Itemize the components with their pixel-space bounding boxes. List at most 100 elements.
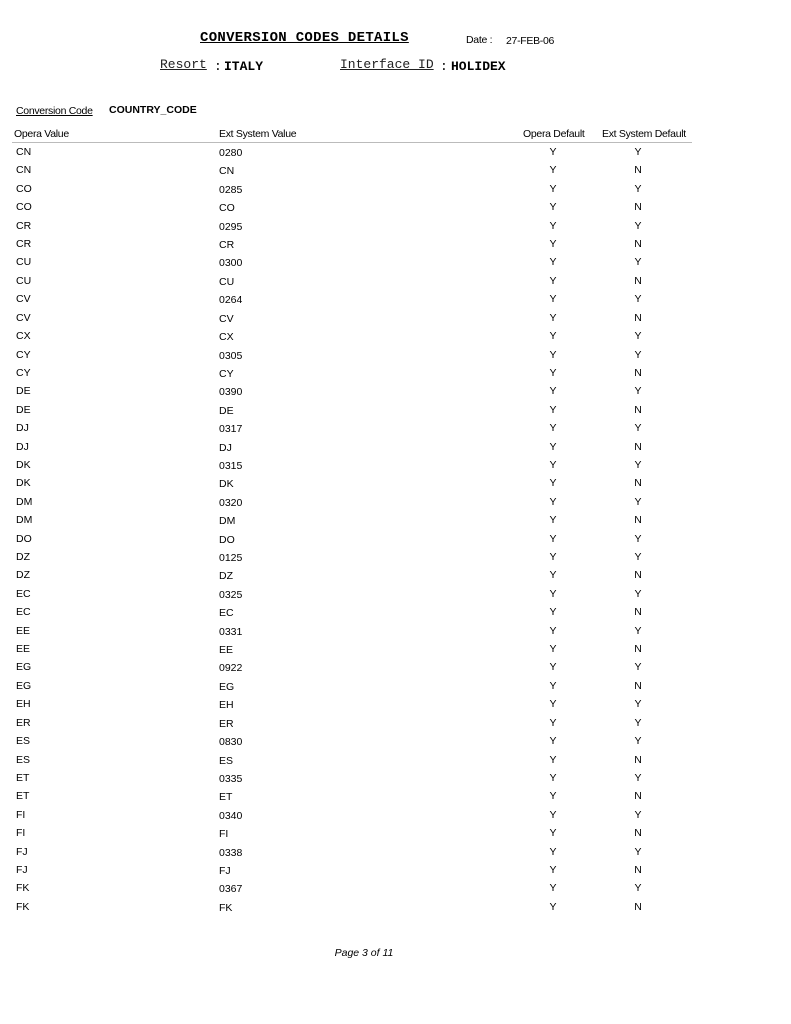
ext-system-value-cell: FJ	[219, 864, 231, 877]
opera-default-cell: Y	[549, 164, 557, 177]
opera-value-cell: FJ	[16, 863, 28, 876]
ext-system-default-cell: N	[634, 790, 642, 803]
opera-default-cell: Y	[549, 440, 557, 453]
opera-default-cell: Y	[549, 293, 557, 306]
opera-value-cell: EC	[16, 606, 31, 619]
opera-value-cell: EH	[16, 698, 31, 711]
opera-value-cell: ES	[16, 753, 31, 766]
ext-system-value-cell: DZ	[219, 570, 233, 583]
opera-value-cell: DZ	[16, 551, 30, 564]
ext-system-default-cell: Y	[634, 182, 642, 195]
opera-value-cell: CX	[16, 330, 31, 343]
opera-default-cell: Y	[549, 403, 557, 416]
opera-default-cell: Y	[549, 661, 557, 674]
column-header-opera-value: Opera Value	[14, 128, 69, 140]
opera-default-cell: Y	[549, 643, 557, 656]
ext-system-default-cell: Y	[634, 293, 642, 306]
ext-system-default-cell: Y	[634, 845, 642, 858]
opera-default-cell: Y	[549, 495, 557, 508]
opera-default-cell: Y	[549, 311, 557, 324]
opera-value-cell: FK	[16, 900, 30, 913]
ext-system-default-cell: Y	[634, 587, 642, 600]
ext-system-default-cell: Y	[634, 256, 642, 269]
opera-value-cell: ET	[16, 790, 30, 803]
ext-system-default-cell: N	[634, 900, 642, 913]
header-divider	[12, 142, 692, 143]
ext-system-default-cell: Y	[634, 219, 642, 232]
ext-system-value-cell: 0264	[219, 294, 243, 307]
ext-system-value-cell: 0331	[219, 625, 243, 638]
ext-system-default-cell: N	[634, 569, 642, 582]
ext-system-value-cell: EH	[219, 699, 234, 712]
ext-system-default-cell: N	[634, 643, 642, 656]
opera-default-cell: Y	[549, 808, 557, 821]
ext-system-value-cell: EC	[219, 607, 234, 620]
opera-value-cell: DK	[16, 458, 31, 471]
opera-value-cell: CV	[16, 293, 31, 306]
interface-id-separator: :	[440, 59, 448, 74]
resort-value: ITALY	[224, 59, 264, 74]
resort-separator: :	[214, 59, 222, 74]
column-header-ext-system-value: Ext System Value	[219, 128, 297, 140]
page-number: Page 3 of 11	[334, 947, 394, 959]
opera-value-cell: FK	[16, 882, 30, 895]
interface-id-label: Interface ID	[340, 57, 434, 72]
ext-system-value-cell: 0280	[219, 147, 243, 159]
ext-system-value-cell: FI	[219, 828, 229, 841]
ext-system-default-cell: Y	[634, 458, 642, 471]
ext-system-default-cell: N	[634, 440, 642, 453]
opera-value-cell: FJ	[16, 845, 28, 858]
opera-value-cell: DE	[16, 385, 31, 398]
opera-value-cell: CY	[16, 348, 31, 361]
ext-system-value-cell: DK	[219, 478, 234, 491]
opera-value-cell: CN	[16, 146, 32, 158]
ext-system-value-cell: ES	[219, 754, 234, 767]
ext-system-value-cell: ER	[219, 717, 234, 730]
opera-value-cell: ER	[16, 716, 31, 729]
ext-system-default-cell: N	[634, 827, 642, 840]
report-title: CONVERSION CODES DETAILS	[200, 30, 409, 46]
ext-system-value-cell: 0335	[219, 772, 243, 785]
opera-default-cell: Y	[549, 219, 557, 232]
opera-value-cell: DK	[16, 477, 31, 490]
opera-value-cell: ET	[16, 771, 30, 784]
ext-system-default-cell: N	[634, 403, 642, 416]
ext-system-default-cell: Y	[634, 422, 642, 435]
opera-default-cell: Y	[549, 771, 557, 784]
opera-default-cell: Y	[549, 863, 557, 876]
opera-default-cell: Y	[549, 182, 557, 195]
opera-default-cell: Y	[549, 716, 557, 729]
opera-value-cell: EC	[16, 587, 31, 600]
ext-system-default-cell: N	[634, 274, 642, 287]
column-header-opera-default: Opera Default	[523, 128, 585, 140]
opera-default-cell: Y	[549, 514, 557, 527]
ext-system-default-cell: Y	[634, 330, 642, 343]
opera-default-cell: Y	[549, 900, 557, 913]
ext-system-value-cell: 0367	[219, 883, 243, 896]
conversion-code-value: COUNTRY_CODE	[109, 104, 197, 116]
opera-default-cell: Y	[549, 532, 557, 545]
ext-system-default-cell: Y	[634, 146, 642, 158]
ext-system-value-cell: CX	[219, 331, 234, 344]
date-label: Date :	[466, 34, 493, 46]
ext-system-value-cell: DE	[219, 404, 234, 417]
ext-system-default-cell: Y	[634, 716, 642, 729]
ext-system-value-cell: FK	[219, 901, 233, 914]
ext-system-value-cell: CU	[219, 275, 235, 288]
ext-system-value-cell: 0315	[219, 459, 243, 472]
conversion-code-label: Conversion Code	[16, 105, 93, 117]
opera-value-cell: DZ	[16, 569, 30, 582]
ext-system-default-cell: Y	[634, 624, 642, 637]
ext-system-value-cell: CY	[219, 367, 234, 380]
opera-value-cell: ES	[16, 735, 31, 748]
opera-value-cell: FI	[16, 827, 26, 840]
opera-default-cell: Y	[549, 587, 557, 600]
opera-value-cell: CO	[16, 182, 32, 195]
ext-system-default-cell: N	[634, 238, 642, 251]
opera-default-cell: Y	[549, 790, 557, 803]
ext-system-value-cell: 0125	[219, 552, 243, 565]
opera-value-cell: DE	[16, 403, 31, 416]
opera-value-cell: DJ	[16, 422, 29, 435]
opera-default-cell: Y	[549, 274, 557, 287]
opera-value-cell: CV	[16, 311, 31, 324]
